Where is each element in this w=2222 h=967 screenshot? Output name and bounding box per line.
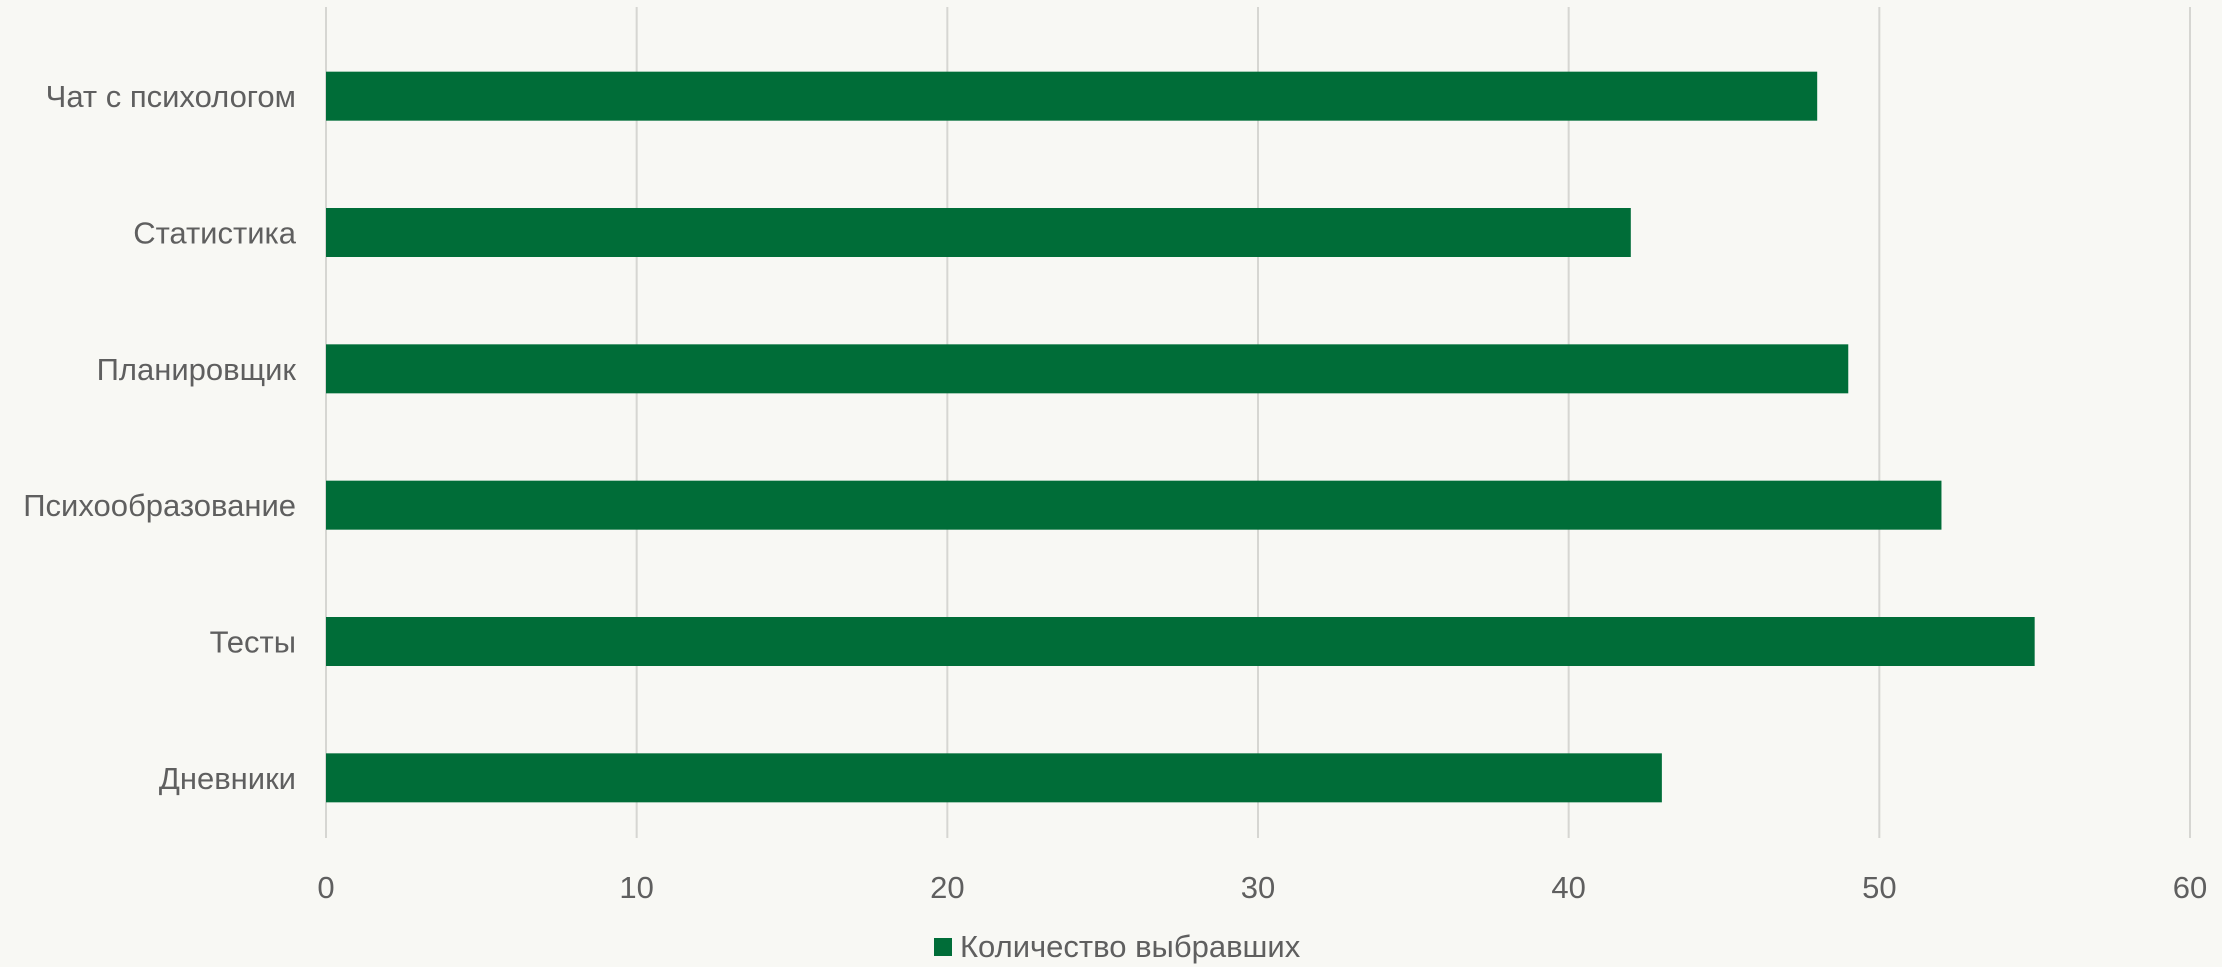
x-tick-label-10: 10 [619,870,653,905]
x-tick-label-30: 30 [1241,870,1275,905]
x-tick-label-60: 60 [2173,870,2207,905]
category-label-1: Чат с психологом [46,79,296,114]
category-label-6: Дневники [159,761,296,796]
legend-label: Количество выбравших [960,929,1301,964]
bar-5 [326,617,2035,666]
category-label-4: Психообразование [23,488,296,523]
x-tick-label-20: 20 [930,870,964,905]
bar-2 [326,208,1631,257]
category-label-5: Тесты [210,625,296,660]
x-tick-label-40: 40 [1551,870,1585,905]
bar-4 [326,480,1942,530]
bar-3 [326,344,1849,394]
x-tick-label-50: 50 [1862,870,1896,905]
bar-6 [326,753,1662,803]
x-tick-label-0: 0 [317,870,334,905]
category-label-3: Планировщик [97,352,297,387]
category-label-2: Статистика [133,216,297,251]
legend-swatch [934,938,952,956]
bar-1 [326,71,1818,121]
